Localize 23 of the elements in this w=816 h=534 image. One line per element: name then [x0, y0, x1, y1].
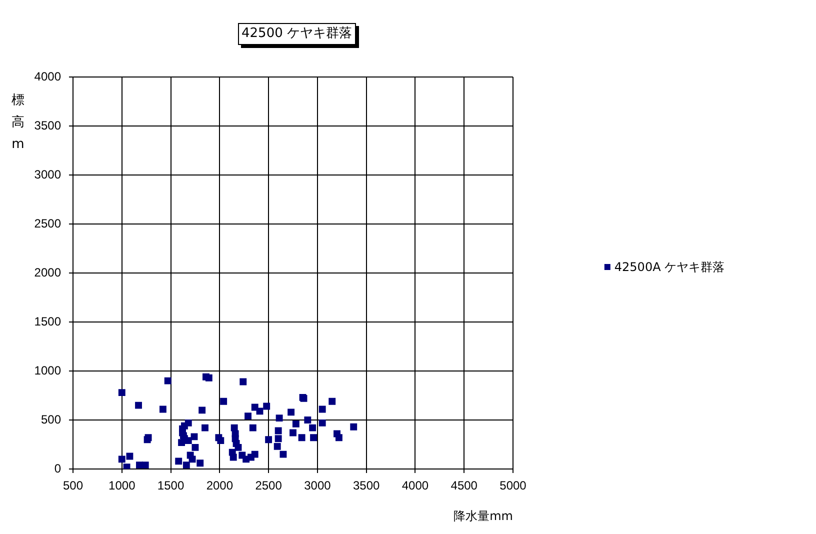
x-axis-title: 降水量mm: [454, 508, 513, 523]
y-tick-label: 0: [54, 461, 62, 476]
x-tick-label: 1500: [157, 478, 184, 493]
y-tick-label: 1000: [34, 363, 62, 378]
y-tick-label: 1500: [34, 314, 62, 328]
y-tick-label: 3000: [34, 167, 62, 182]
x-tick-label: 1000: [108, 478, 136, 493]
x-tick-label: 500: [62, 478, 84, 493]
y-tick-label: 2500: [34, 216, 62, 230]
chart-title: 42500 ケヤキ群落: [238, 23, 356, 45]
x-tick-label: 3500: [352, 478, 380, 493]
x-tick-label: 3000: [304, 478, 332, 493]
y-tick-label: 2000: [34, 265, 62, 280]
y-tick-label: 3500: [34, 118, 62, 132]
y-tick-label: 4000: [34, 69, 62, 84]
x-tick-label: 5000: [500, 478, 527, 493]
x-tick-label: 4500: [450, 478, 478, 493]
x-tick-label: 4000: [402, 478, 429, 493]
y-axis-title: 標高m: [10, 92, 26, 154]
y-tick-label: 500: [40, 412, 62, 426]
legend-label: 42500A ケヤキ群落: [614, 260, 725, 274]
x-tick-label: 2000: [206, 478, 234, 493]
x-tick-label: 2500: [255, 478, 282, 493]
